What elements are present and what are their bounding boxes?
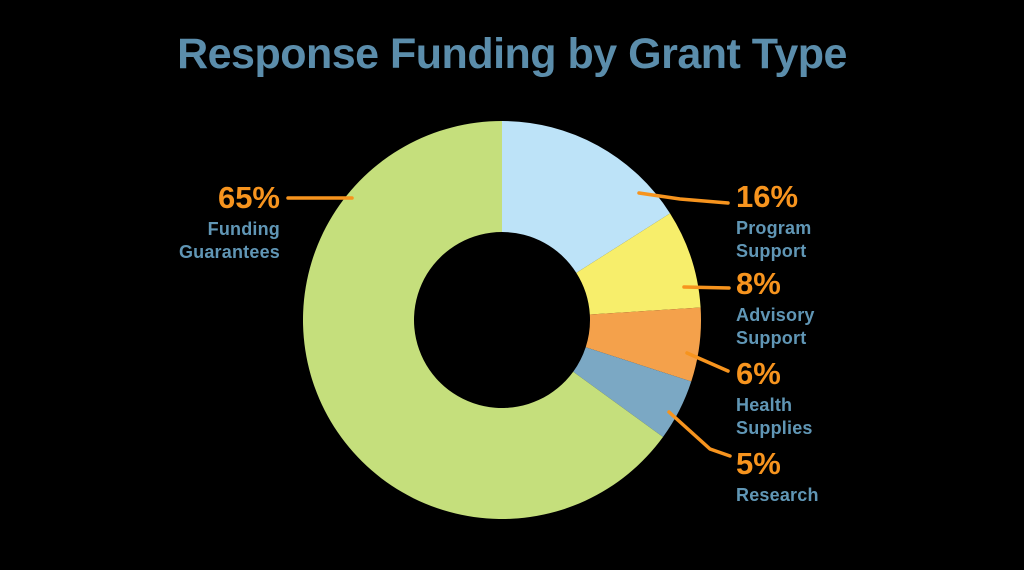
- pct-program-support: 16%: [736, 179, 799, 214]
- leader-lines: [286, 191, 732, 458]
- label-advisory: Advisory: [736, 305, 815, 325]
- chart-title: Response Funding by Grant Type: [177, 30, 847, 78]
- slice-research: [573, 347, 692, 437]
- label-funding: Funding: [207, 219, 280, 239]
- callout-health-supplies: 6% Health Supplies: [736, 357, 813, 439]
- callout-program-support: 16% Program Support: [736, 180, 811, 262]
- slice-health-supplies: [585, 307, 702, 382]
- callout-advisory-support: 8% Advisory Support: [736, 267, 815, 349]
- label-research: Research: [736, 485, 819, 505]
- label-program-support: Support: [736, 240, 807, 261]
- leader-line-health-supplies: [685, 351, 730, 373]
- callout-funding-guarantees: 65% Funding Guarantees: [179, 181, 280, 263]
- label-advisory-support: Support: [736, 327, 807, 348]
- pct-funding-guarantees: 65%: [217, 180, 280, 215]
- leader-line-program-support: [637, 191, 730, 205]
- callout-research: 5% Research: [736, 447, 819, 507]
- leader-line-research: [667, 410, 732, 458]
- label-program: Program: [736, 218, 812, 238]
- pct-health-supplies: 6%: [736, 356, 781, 391]
- label-guarantees: Guarantees: [178, 241, 280, 262]
- label-supplies: Supplies: [736, 417, 813, 438]
- donut-slices: [302, 121, 702, 519]
- slice-funding-guarantees: [302, 121, 663, 519]
- label-health: Health: [736, 395, 793, 415]
- leader-line-advisory-support: [682, 285, 731, 290]
- pct-research: 5%: [736, 446, 781, 481]
- slice-program-support: [502, 121, 671, 273]
- slice-advisory-support: [576, 213, 701, 315]
- pct-advisory-support: 8%: [736, 266, 781, 301]
